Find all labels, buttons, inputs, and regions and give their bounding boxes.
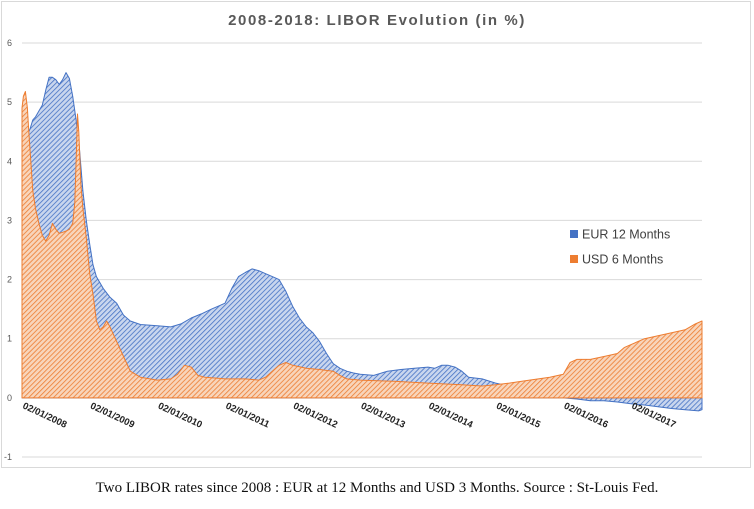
legend-label-usd: USD 6 Months (582, 253, 663, 267)
y-tick-label: 3 (7, 215, 12, 225)
y-tick-label: 2 (7, 275, 12, 285)
plot-areas (21, 72, 703, 412)
figure-caption: Two LIBOR rates since 2008 : EUR at 12 M… (95, 480, 659, 496)
x-tick-label: 02/01/2009 (88, 401, 136, 431)
y-tick-label: 1 (7, 334, 12, 344)
legend: EUR 12 Months USD 6 Months (570, 228, 670, 267)
area-series-usd-6-months (21, 91, 703, 399)
x-tick-label: 02/01/2010 (156, 401, 204, 431)
y-tick-label: 6 (7, 38, 12, 48)
y-tick-label: 5 (7, 97, 12, 107)
x-tick-label: 02/01/2008 (21, 401, 69, 431)
x-axis-ticks: 02/01/2008 02/01/2009 02/01/2010 02/01/2011… (21, 401, 678, 431)
y-tick-label: -1 (4, 452, 12, 462)
chart: 2008-2018: LIBOR Evolution (in %) -1 0 1 2 3… (4, 12, 703, 462)
legend-swatch-eur (570, 230, 578, 238)
y-tick-label: 0 (7, 393, 12, 403)
legend-item-usd[interactable]: USD 6 Months (570, 253, 663, 267)
x-tick-label: 02/01/2016 (562, 401, 610, 431)
x-tick-label: 02/01/2011 (224, 401, 272, 431)
x-tick-label: 02/01/2014 (427, 401, 475, 431)
legend-label-eur: EUR 12 Months (582, 228, 670, 242)
x-tick-label: 02/01/2013 (359, 401, 407, 431)
x-tick-label: 02/01/2015 (494, 401, 542, 431)
chart-title: 2008-2018: LIBOR Evolution (in %) (228, 12, 526, 29)
legend-item-eur[interactable]: EUR 12 Months (570, 228, 670, 242)
y-tick-label: 4 (7, 156, 12, 166)
x-tick-label: 02/01/2012 (291, 401, 339, 431)
y-axis-ticks: -1 0 1 2 3 4 5 6 (4, 38, 12, 462)
legend-swatch-usd (570, 255, 578, 263)
chart-frame (1, 1, 751, 468)
